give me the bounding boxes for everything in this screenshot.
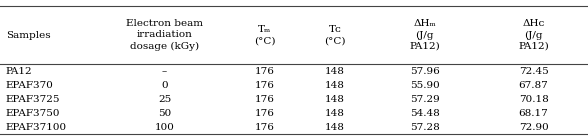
Text: 176: 176 — [255, 95, 275, 104]
Text: 148: 148 — [325, 109, 345, 118]
Text: EPAF370: EPAF370 — [6, 81, 54, 90]
Text: ΔHᴄ
(J/g
PA12): ΔHᴄ (J/g PA12) — [518, 19, 549, 51]
Text: Tᴄ
(°C): Tᴄ (°C) — [325, 25, 346, 45]
Text: Electron beam
irradiation
dosage (kGy): Electron beam irradiation dosage (kGy) — [126, 19, 203, 51]
Text: –: – — [162, 67, 167, 76]
Text: 57.28: 57.28 — [410, 123, 440, 132]
Text: 50: 50 — [158, 109, 171, 118]
Text: EPAF3725: EPAF3725 — [6, 95, 61, 104]
Text: 148: 148 — [325, 123, 345, 132]
Text: 54.48: 54.48 — [410, 109, 440, 118]
Text: 176: 176 — [255, 109, 275, 118]
Text: 72.90: 72.90 — [519, 123, 549, 132]
Text: 25: 25 — [158, 95, 171, 104]
Text: 57.96: 57.96 — [410, 67, 440, 76]
Text: 176: 176 — [255, 67, 275, 76]
Text: 148: 148 — [325, 95, 345, 104]
Text: 0: 0 — [161, 81, 168, 90]
Text: 148: 148 — [325, 67, 345, 76]
Text: 176: 176 — [255, 123, 275, 132]
Text: 176: 176 — [255, 81, 275, 90]
Text: ΔHₘ
(J/g
PA12): ΔHₘ (J/g PA12) — [409, 19, 440, 51]
Text: Tₘ
(°C): Tₘ (°C) — [254, 25, 275, 45]
Text: EPAF37100: EPAF37100 — [6, 123, 67, 132]
Text: 72.45: 72.45 — [519, 67, 549, 76]
Text: 55.90: 55.90 — [410, 81, 440, 90]
Text: EPAF3750: EPAF3750 — [6, 109, 61, 118]
Text: 100: 100 — [155, 123, 175, 132]
Text: 57.29: 57.29 — [410, 95, 440, 104]
Text: 67.87: 67.87 — [519, 81, 549, 90]
Text: 148: 148 — [325, 81, 345, 90]
Text: PA12: PA12 — [6, 67, 32, 76]
Text: 70.18: 70.18 — [519, 95, 549, 104]
Text: 68.17: 68.17 — [519, 109, 549, 118]
Text: Samples: Samples — [6, 31, 51, 39]
